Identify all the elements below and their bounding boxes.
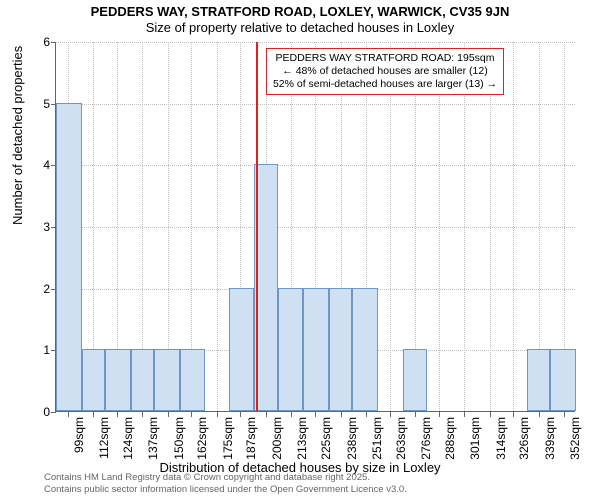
xtick-label: 288sqm	[443, 417, 457, 460]
histogram-bar	[403, 349, 427, 411]
histogram-bar	[180, 349, 206, 411]
xtick-mark	[217, 412, 218, 417]
xtick-label: 238sqm	[345, 417, 359, 460]
attribution-line1: Contains HM Land Registry data © Crown c…	[44, 472, 407, 483]
gridline-v	[439, 42, 440, 411]
histogram-bar	[154, 349, 180, 411]
gridline-v	[464, 42, 465, 411]
histogram-bar	[329, 288, 353, 411]
xtick-mark	[240, 412, 241, 417]
gridline-v	[490, 42, 491, 411]
chart-area: 012345699sqm112sqm124sqm137sqm150sqm162s…	[55, 42, 575, 412]
xtick-mark	[366, 412, 367, 417]
xtick-mark	[539, 412, 540, 417]
info-line1: PEDDERS WAY STRATFORD ROAD: 195sqm	[273, 52, 497, 65]
xtick-label: 162sqm	[195, 417, 209, 460]
xtick-label: 112sqm	[97, 417, 111, 459]
xtick-label: 352sqm	[568, 417, 582, 460]
xtick-mark	[266, 412, 267, 417]
histogram-bar	[82, 349, 106, 411]
histogram-bar	[527, 349, 551, 411]
xtick-label: 225sqm	[319, 417, 333, 460]
xtick-label: 213sqm	[295, 417, 309, 460]
ytick-label: 0	[28, 405, 50, 419]
attribution-line2: Contains public sector information licen…	[44, 484, 407, 495]
plot-area: 012345699sqm112sqm124sqm137sqm150sqm162s…	[55, 42, 575, 412]
xtick-mark	[142, 412, 143, 417]
y-axis-label: Number of detached properties	[10, 46, 25, 225]
xtick-mark	[291, 412, 292, 417]
xtick-mark	[191, 412, 192, 417]
ytick-label: 1	[28, 343, 50, 357]
ytick-label: 6	[28, 35, 50, 49]
info-line2: ← 48% of detached houses are smaller (12…	[273, 65, 497, 78]
ytick-label: 3	[28, 220, 50, 234]
xtick-label: 339sqm	[543, 417, 557, 460]
property-marker-line	[256, 42, 258, 411]
histogram-bar	[131, 349, 155, 411]
xtick-mark	[315, 412, 316, 417]
xtick-label: 263sqm	[394, 417, 408, 460]
chart-titles: PEDDERS WAY, STRATFORD ROAD, LOXLEY, WAR…	[0, 0, 600, 35]
attribution: Contains HM Land Registry data © Crown c…	[44, 472, 407, 495]
xtick-label: 276sqm	[419, 417, 433, 460]
xtick-label: 314sqm	[494, 417, 508, 460]
xtick-mark	[415, 412, 416, 417]
xtick-label: 175sqm	[221, 417, 235, 460]
xtick-mark	[464, 412, 465, 417]
xtick-label: 187sqm	[244, 417, 258, 460]
ytick-mark	[51, 412, 56, 413]
title-sub: Size of property relative to detached ho…	[0, 20, 600, 35]
xtick-label: 200sqm	[270, 417, 284, 460]
info-line3: 52% of semi-detached houses are larger (…	[273, 78, 497, 91]
xtick-mark	[439, 412, 440, 417]
histogram-bar	[278, 288, 304, 411]
histogram-bar	[352, 288, 378, 411]
info-box: PEDDERS WAY STRATFORD ROAD: 195sqm← 48% …	[266, 48, 504, 95]
xtick-mark	[490, 412, 491, 417]
xtick-label: 137sqm	[146, 417, 160, 460]
xtick-mark	[390, 412, 391, 417]
xtick-mark	[513, 412, 514, 417]
gridline-v	[513, 42, 514, 411]
ytick-label: 2	[28, 282, 50, 296]
xtick-mark	[68, 412, 69, 417]
xtick-label: 326sqm	[517, 417, 531, 460]
xtick-mark	[341, 412, 342, 417]
histogram-bar	[56, 103, 82, 411]
gridline-v	[390, 42, 391, 411]
ytick-label: 5	[28, 97, 50, 111]
xtick-mark	[168, 412, 169, 417]
histogram-bar	[105, 349, 131, 411]
xtick-label: 301sqm	[468, 417, 482, 460]
xtick-mark	[93, 412, 94, 417]
ytick-mark	[51, 42, 56, 43]
histogram-bar	[229, 288, 255, 411]
xtick-mark	[117, 412, 118, 417]
xtick-label: 150sqm	[172, 417, 186, 460]
histogram-bar	[550, 349, 576, 411]
xtick-label: 124sqm	[121, 417, 135, 460]
xtick-label: 251sqm	[370, 417, 384, 460]
xtick-mark	[564, 412, 565, 417]
title-main: PEDDERS WAY, STRATFORD ROAD, LOXLEY, WAR…	[0, 4, 600, 19]
gridline-v	[217, 42, 218, 411]
ytick-label: 4	[28, 158, 50, 172]
histogram-bar	[303, 288, 329, 411]
xtick-label: 99sqm	[72, 417, 86, 453]
